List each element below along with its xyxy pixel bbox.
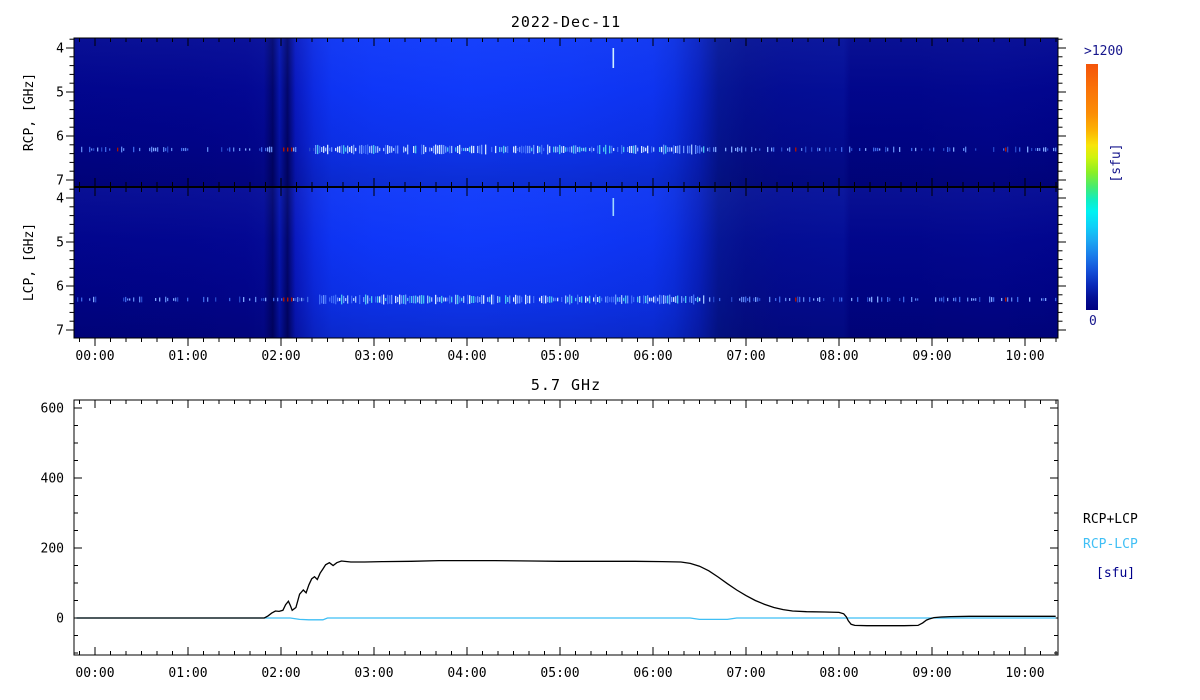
svg-text:0: 0 xyxy=(56,612,64,627)
svg-text:6: 6 xyxy=(56,280,64,295)
svg-text:02:00: 02:00 xyxy=(261,666,300,681)
svg-text:5: 5 xyxy=(56,86,64,101)
svg-text:400: 400 xyxy=(41,472,64,487)
rcp-axis-label: RCP, [GHz] xyxy=(22,72,37,152)
lcp-axis-label: LCP, [GHz] xyxy=(22,222,37,302)
colorbar-min-label: 0 xyxy=(1089,314,1097,329)
lcp-spectrogram-image xyxy=(74,187,1058,338)
svg-text:01:00: 01:00 xyxy=(168,349,207,364)
svg-text:200: 200 xyxy=(41,542,64,557)
svg-text:03:00: 03:00 xyxy=(354,666,393,681)
svg-text:05:00: 05:00 xyxy=(540,349,579,364)
legend-rcp-minus-lcp: RCP-LCP xyxy=(1083,537,1138,552)
svg-text:07:00: 07:00 xyxy=(726,666,765,681)
svg-text:04:00: 04:00 xyxy=(447,349,486,364)
rcp-spectrogram-image xyxy=(74,38,1058,187)
timeseries-title: 5.7 GHz xyxy=(530,376,602,394)
svg-text:06:00: 06:00 xyxy=(633,666,672,681)
svg-text:04:00: 04:00 xyxy=(447,666,486,681)
legend-unit-sfu: [sfu] xyxy=(1096,566,1136,581)
svg-text:08:00: 08:00 xyxy=(819,666,858,681)
svg-text:09:00: 09:00 xyxy=(912,666,951,681)
svg-text:07:00: 07:00 xyxy=(726,349,765,364)
svg-text:5: 5 xyxy=(56,236,64,251)
colorbar-unit-label: [sfu] xyxy=(1109,143,1124,183)
rcp-frequency-shading xyxy=(74,38,1058,187)
colorbar-max-label: >1200 xyxy=(1084,44,1124,59)
svg-text:00:00: 00:00 xyxy=(75,666,114,681)
svg-text:06:00: 06:00 xyxy=(633,349,672,364)
svg-text:10:00: 10:00 xyxy=(1005,349,1044,364)
svg-text:4: 4 xyxy=(56,192,64,207)
svg-text:10:00: 10:00 xyxy=(1005,666,1044,681)
svg-text:7: 7 xyxy=(56,174,64,189)
svg-text:00:00: 00:00 xyxy=(75,349,114,364)
svg-text:02:00: 02:00 xyxy=(261,349,300,364)
plot-title-date: 2022-Dec-11 xyxy=(510,13,622,31)
svg-text:6: 6 xyxy=(56,130,64,145)
svg-text:7: 7 xyxy=(56,324,64,339)
svg-text:09:00: 09:00 xyxy=(912,349,951,364)
svg-text:01:00: 01:00 xyxy=(168,666,207,681)
colorbar xyxy=(1086,64,1098,310)
svg-text:600: 600 xyxy=(41,402,64,417)
svg-text:4: 4 xyxy=(56,42,64,57)
lcp-frequency-shading xyxy=(74,187,1058,338)
svg-text:03:00: 03:00 xyxy=(354,349,393,364)
svg-text:08:00: 08:00 xyxy=(819,349,858,364)
legend-rcp-plus-lcp: RCP+LCP xyxy=(1083,512,1138,527)
svg-text:05:00: 05:00 xyxy=(540,666,579,681)
